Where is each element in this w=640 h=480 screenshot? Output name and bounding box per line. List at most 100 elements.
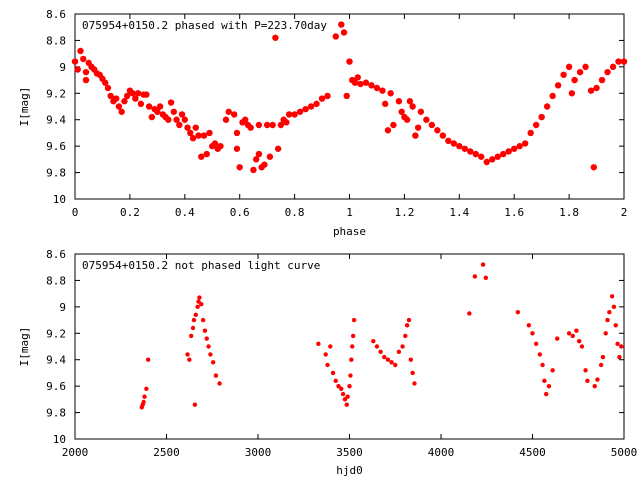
data-point	[406, 317, 412, 323]
data-point	[137, 100, 145, 108]
data-point	[195, 132, 202, 139]
data-point	[196, 299, 201, 304]
data-point	[378, 349, 383, 354]
data-point	[609, 294, 615, 299]
data-point	[222, 116, 230, 123]
data-point	[328, 344, 333, 349]
data-point	[374, 344, 380, 349]
data-point	[272, 34, 279, 41]
data-point	[387, 90, 394, 97]
y-tick-label: 9	[59, 301, 66, 314]
data-point	[200, 132, 208, 139]
plot-frame	[74, 253, 625, 440]
y-tick-label: 8.8	[46, 274, 66, 287]
data-point	[170, 108, 178, 115]
data-point	[568, 90, 576, 97]
data-point	[206, 344, 211, 349]
data-point	[236, 164, 243, 171]
data-point	[154, 108, 161, 115]
data-point	[396, 349, 402, 354]
data-point	[381, 100, 389, 108]
chart-title: 075954+0150.2 not phased light curve	[82, 259, 320, 272]
data-point	[546, 383, 552, 389]
data-point	[615, 58, 622, 65]
x-tick-label: 1.4	[449, 206, 469, 219]
data-point	[555, 336, 560, 341]
data-point	[283, 119, 290, 126]
data-point	[472, 150, 479, 158]
data-point	[348, 373, 353, 378]
data-point	[141, 399, 146, 405]
data-point	[269, 121, 276, 129]
data-point	[351, 79, 359, 86]
data-point	[576, 68, 584, 76]
data-point	[307, 103, 315, 110]
data-point	[255, 121, 263, 129]
data-point	[582, 63, 589, 71]
data-point	[146, 357, 151, 362]
data-point	[134, 90, 142, 97]
x-tick-label: 3500	[336, 446, 363, 459]
y-tick-label: 9	[59, 61, 66, 74]
data-point	[619, 344, 624, 349]
data-point	[600, 354, 606, 360]
data-point	[371, 339, 376, 344]
x-tick-label: 2	[621, 206, 628, 219]
data-point	[176, 121, 183, 129]
x-axis-label: phase	[333, 225, 366, 238]
data-point	[302, 105, 309, 113]
data-point	[330, 370, 336, 376]
y-tick-label: 8.8	[46, 34, 66, 47]
y-axis-label: I[mag]	[18, 87, 31, 127]
data-point	[217, 381, 222, 386]
data-point	[184, 124, 191, 131]
data-point	[445, 137, 452, 145]
data-point	[593, 84, 600, 92]
y-tick-label: 10	[53, 433, 66, 446]
data-point	[500, 150, 507, 158]
data-point	[347, 383, 352, 389]
data-point	[480, 262, 486, 267]
x-tick-label: 1.8	[559, 206, 579, 219]
data-point	[382, 354, 387, 360]
data-point	[313, 100, 320, 108]
data-point	[403, 333, 408, 339]
data-point	[345, 394, 350, 399]
data-point	[511, 145, 518, 152]
data-point	[204, 336, 209, 341]
data-point	[187, 357, 192, 362]
data-point	[178, 111, 186, 118]
data-point	[617, 354, 622, 360]
data-point	[542, 378, 547, 384]
data-point	[203, 150, 210, 158]
data-point	[549, 92, 556, 100]
data-point	[554, 82, 562, 89]
data-point	[494, 153, 501, 160]
data-point	[340, 29, 348, 36]
data-point	[611, 304, 617, 310]
data-point	[247, 124, 254, 131]
data-point	[200, 317, 206, 323]
data-point	[428, 121, 436, 129]
data-point	[412, 132, 419, 139]
data-point	[291, 111, 298, 118]
data-point	[533, 341, 539, 347]
data-point	[403, 116, 411, 123]
data-point	[472, 274, 478, 279]
data-point	[107, 92, 114, 100]
data-point	[400, 344, 405, 349]
data-point	[579, 344, 585, 349]
y-tick-label: 9.2	[46, 327, 66, 340]
data-point	[189, 333, 194, 339]
data-point	[461, 145, 468, 152]
data-point	[467, 148, 474, 155]
data-point	[412, 381, 417, 386]
data-point	[576, 339, 582, 344]
phased-panel: 0 0.2 0.4 0.6 0.8 1 1.2 1.4 1.6 1.8 2 8.6 8.8 9 9.2 9.4…	[18, 8, 627, 238]
data-point	[346, 58, 353, 65]
data-point	[467, 311, 472, 316]
data-point	[104, 84, 112, 92]
data-point	[538, 113, 545, 121]
data-point	[587, 87, 595, 94]
data-point	[544, 391, 549, 397]
